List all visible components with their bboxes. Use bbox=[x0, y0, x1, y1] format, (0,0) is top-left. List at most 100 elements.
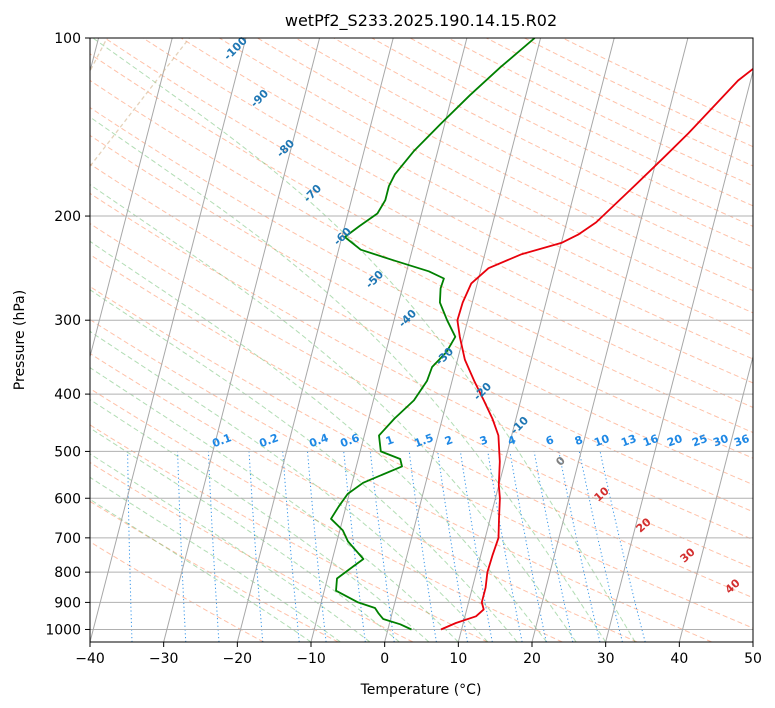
moist-adiabat bbox=[90, 453, 371, 642]
y-axis-label: Pressure (hPa) bbox=[12, 290, 28, 390]
y-tick-label: 400 bbox=[54, 387, 81, 403]
wet-bulb-label: 10 bbox=[592, 484, 612, 504]
dry-adiabat bbox=[90, 318, 712, 642]
wet-bulb-label: 30 bbox=[678, 545, 698, 565]
moist-adiabat bbox=[90, 330, 489, 642]
mixing-ratio-line bbox=[207, 451, 220, 642]
mixing-ratio-label: 1.5 bbox=[412, 431, 435, 450]
isotherm-label: -60 bbox=[331, 225, 354, 248]
mixing-ratio-label: 10 bbox=[592, 432, 611, 450]
isotherm-gridline bbox=[90, 38, 247, 642]
mixing-ratio-label: 36 bbox=[732, 432, 751, 450]
moist-adiabat bbox=[90, 427, 400, 642]
mixing-ratio-label: 0.6 bbox=[338, 431, 361, 450]
isotherm-gridline bbox=[605, 69, 753, 642]
x-tick-label: 30 bbox=[597, 651, 615, 667]
plot-frame bbox=[89, 37, 754, 643]
mixing-ratio-line bbox=[533, 451, 574, 642]
dry-adiabat bbox=[90, 352, 638, 642]
moist-adiabat bbox=[90, 476, 341, 642]
mixing-ratio-label: 4 bbox=[506, 433, 518, 448]
dry-adiabat bbox=[486, 38, 753, 167]
isotherm-label: -50 bbox=[363, 268, 386, 291]
isotherm-label: -70 bbox=[301, 182, 324, 205]
x-tick-label: 20 bbox=[523, 651, 541, 667]
isotherm-gridline bbox=[531, 38, 689, 642]
isotherm-gridline bbox=[678, 354, 753, 642]
x-tick-label: −30 bbox=[149, 651, 179, 667]
y-tick-label: 700 bbox=[54, 531, 81, 547]
wet-bulb-label: 40 bbox=[723, 576, 743, 596]
y-tick-label: 900 bbox=[54, 595, 81, 611]
dry-adiabat bbox=[90, 106, 753, 459]
dry-adiabat bbox=[90, 541, 264, 642]
isotherm-gridline bbox=[236, 38, 394, 642]
dry-adiabat bbox=[90, 388, 563, 642]
mixing-ratio-line bbox=[307, 451, 327, 642]
mixing-ratio-label: 30 bbox=[711, 432, 730, 450]
mixing-ratio-label: 0.2 bbox=[257, 431, 280, 450]
dry-adiabat bbox=[219, 38, 753, 314]
series-lines bbox=[330, 38, 753, 631]
isotherm-gridline bbox=[752, 639, 753, 642]
mixing-ratio-label: 3 bbox=[478, 433, 490, 448]
y-tick-label: 200 bbox=[54, 209, 81, 225]
isotherm-gridline bbox=[163, 38, 321, 642]
x-tick-label: 40 bbox=[670, 651, 688, 667]
moist-adiabat bbox=[92, 38, 636, 642]
mixing-ratio-label: 25 bbox=[690, 432, 709, 449]
isotherm-gridline bbox=[384, 38, 542, 642]
mixing-ratio-label: 16 bbox=[641, 432, 660, 450]
dewpoint-line bbox=[330, 38, 536, 631]
dry-adiabat bbox=[90, 500, 339, 642]
mixing-ratio-line bbox=[177, 451, 187, 642]
y-tick-label: 800 bbox=[54, 565, 81, 581]
mixing-ratio-line bbox=[343, 451, 366, 642]
mixing-ratio-line bbox=[127, 451, 133, 642]
dry-adiabat bbox=[524, 38, 753, 148]
mixing-ratio-label: 2 bbox=[443, 433, 455, 448]
mixing-ratio-label: 6 bbox=[544, 433, 556, 448]
isotherm-gridline bbox=[457, 38, 615, 642]
moist-adiabat bbox=[90, 116, 607, 642]
isotherm-label: -80 bbox=[274, 137, 297, 160]
dry-adiabat bbox=[90, 134, 753, 486]
mixing-ratio-line bbox=[599, 451, 646, 642]
moist-adiabat bbox=[90, 240, 548, 642]
mixing-ratio-line bbox=[558, 451, 601, 642]
x-tick-label: 0 bbox=[380, 651, 389, 667]
dry-adiabat bbox=[90, 79, 753, 434]
dry-adiabat bbox=[180, 38, 753, 337]
moist-adiabat bbox=[90, 398, 430, 642]
mixing-ratio-label: 1 bbox=[384, 433, 396, 448]
y-tick-label: 300 bbox=[54, 313, 81, 329]
dry-adiabat bbox=[409, 38, 753, 207]
dry-adiabat bbox=[257, 38, 753, 292]
dry-adiabat bbox=[447, 38, 753, 187]
moist-adiabat bbox=[90, 183, 577, 642]
y-tick-label: 1000 bbox=[45, 622, 81, 638]
mixing-ratio-line bbox=[248, 451, 264, 642]
mixing-ratio-label: 13 bbox=[619, 432, 638, 449]
chart-title: wetPf2_S233.2025.190.14.15.R02 bbox=[285, 11, 557, 31]
mixing-ratio-line bbox=[578, 451, 623, 642]
dry-adiabat bbox=[90, 424, 488, 642]
y-tick-label: 100 bbox=[54, 31, 81, 47]
dry-adiabat bbox=[90, 285, 753, 629]
x-tick-label: 10 bbox=[449, 651, 467, 667]
dry-adiabat bbox=[104, 38, 753, 384]
mixing-ratio-label: 8 bbox=[573, 433, 585, 448]
x-axis-label: Temperature (°C) bbox=[360, 682, 482, 698]
dry-adiabat bbox=[562, 38, 753, 129]
mixing-ratio-line bbox=[408, 451, 437, 642]
mixing-ratio-label: 0.1 bbox=[210, 431, 233, 450]
x-tick-label: −40 bbox=[75, 651, 105, 667]
x-tick-label: −20 bbox=[223, 651, 253, 667]
x-tick-label: 50 bbox=[744, 651, 762, 667]
dry-adiabat bbox=[90, 192, 753, 541]
mixing-ratio-line bbox=[509, 451, 547, 642]
x-tick-label: −10 bbox=[296, 651, 326, 667]
dry-adiabat bbox=[90, 53, 753, 408]
mixing-ratio-line bbox=[459, 451, 493, 642]
